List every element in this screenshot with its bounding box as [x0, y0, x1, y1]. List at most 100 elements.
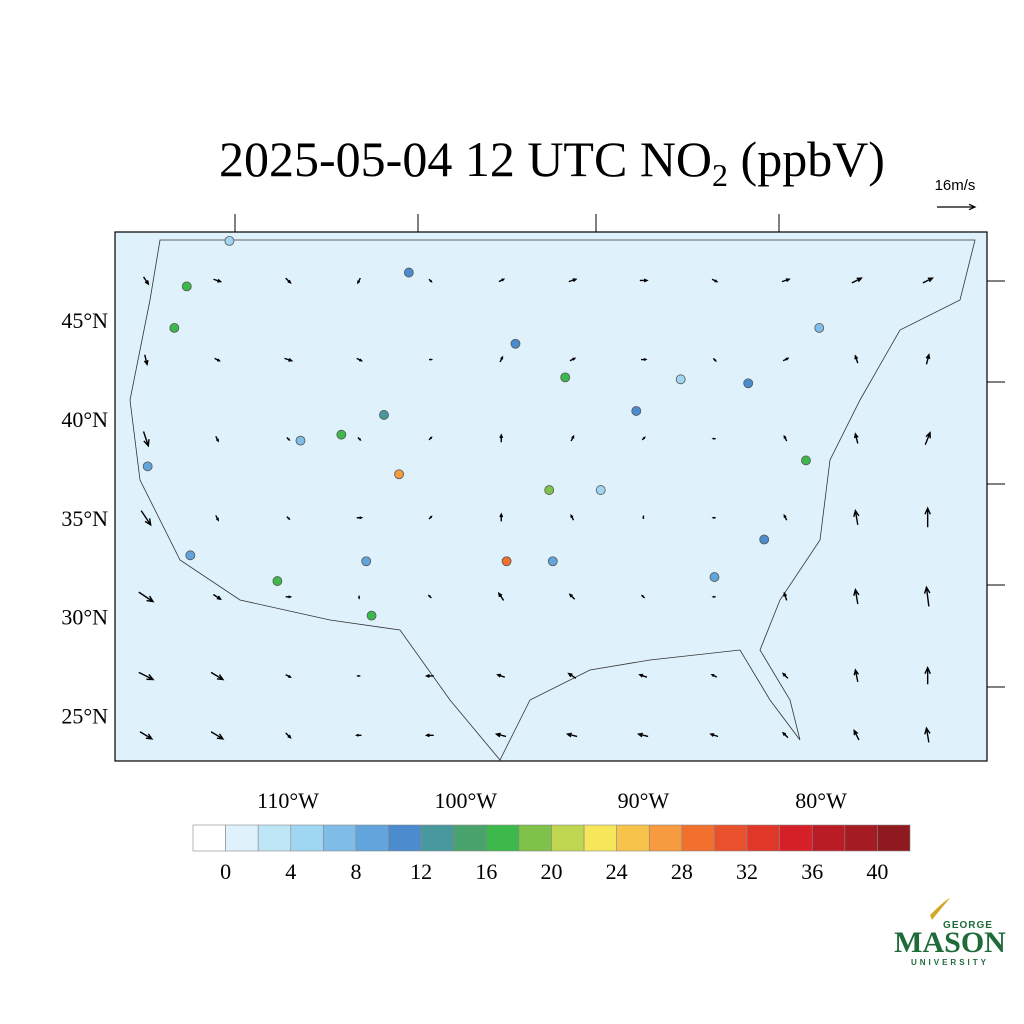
colorbar-box: [551, 824, 585, 852]
wind-vector: [142, 431, 150, 448]
station: [295, 435, 306, 446]
wind-vector: [783, 434, 788, 442]
colorbar-label: 8: [350, 859, 361, 884]
title-text: 2025-05-04 12 UTC NO: [219, 131, 712, 187]
colorbar-label: 28: [671, 859, 693, 884]
station: [142, 461, 153, 472]
wind-vector: [210, 731, 225, 740]
colorbar-box: [681, 824, 715, 852]
station: [801, 455, 811, 466]
wind-vector: [286, 516, 291, 521]
wind-vector: [567, 672, 577, 679]
wind-vector: [925, 353, 931, 365]
wind-vector: [499, 512, 504, 522]
wind-vector: [638, 673, 648, 678]
wind-vector: [711, 595, 716, 598]
wind-vector: [641, 358, 648, 362]
wind-vector: [356, 357, 364, 362]
wind-vector: [499, 355, 504, 363]
colorbar-box: [355, 824, 389, 852]
lat-label: 25°N: [61, 704, 108, 729]
title-suffix: (ppbV): [728, 131, 885, 187]
station: [547, 556, 558, 567]
wind-vector: [641, 436, 646, 441]
lon-label: 100°W: [434, 788, 497, 813]
wind-vector: [709, 733, 719, 738]
frame-ticks: [234, 214, 1005, 688]
wind-vector: [565, 732, 578, 738]
colorbar-label: 40: [866, 859, 888, 884]
wind-vector: [214, 357, 221, 362]
wind-vector: [138, 591, 155, 603]
wind-vector: [286, 436, 291, 442]
logo-main: MASON: [894, 926, 1006, 959]
wind-vector: [424, 733, 434, 738]
wind-vector: [924, 726, 931, 743]
wind-vector: [711, 278, 719, 283]
colorbar-label: 16: [475, 859, 497, 884]
wind-vector: [640, 594, 646, 599]
colorbar-label: 36: [801, 859, 823, 884]
lon-label: 80°W: [795, 788, 847, 813]
wind-vector: [210, 671, 225, 681]
wind-vector: [357, 436, 362, 442]
wind-vector: [642, 514, 645, 519]
wind-vector: [428, 436, 433, 441]
wind-vector: [494, 732, 507, 738]
colorbar-box: [420, 824, 455, 852]
wind-vector: [781, 672, 789, 679]
wind-vector: [215, 435, 219, 443]
wind-vector: [213, 278, 223, 283]
wind-vector: [636, 732, 649, 738]
ref-vector-label: 16m/s: [935, 177, 976, 194]
title: 2025-05-04 12 UTC NO2 (ppbV): [219, 131, 885, 193]
wind-vector: [853, 668, 860, 683]
colorbar-box: [388, 824, 422, 852]
wind-vector: [924, 506, 931, 528]
wind-vector: [285, 277, 292, 285]
ref-vector: [937, 203, 977, 211]
wind-vector: [428, 358, 434, 361]
wind-vector: [853, 588, 860, 605]
wind-vector: [923, 585, 931, 607]
station: [759, 534, 770, 545]
wind-vector: [499, 433, 504, 443]
wind-vector: [712, 357, 717, 362]
station: [403, 267, 414, 278]
logo-mark: [930, 898, 950, 920]
wind-vector: [285, 595, 293, 599]
wind-vector: [496, 673, 506, 678]
lat-label: 45°N: [61, 308, 108, 333]
colorbar-label: 32: [736, 859, 758, 884]
wind-vector: [924, 665, 931, 685]
station: [814, 323, 825, 333]
wind-vector: [569, 357, 577, 362]
colorbar-label: 0: [220, 859, 231, 884]
colorbar: 0 4 8 12 16 20 24 28 32 36 40: [192, 824, 911, 884]
lat-label: 35°N: [61, 506, 108, 531]
station: [272, 576, 283, 586]
wind-vector: [498, 278, 506, 283]
us-outline: [129, 239, 976, 761]
wind-vector: [711, 516, 716, 519]
wind-vector: [143, 354, 149, 366]
wind-vector: [783, 591, 788, 601]
wind-vector: [357, 277, 361, 285]
station: [560, 372, 571, 383]
colorbar-label: 12: [410, 859, 432, 884]
station: [336, 429, 347, 440]
wind-vector: [358, 595, 361, 600]
station: [394, 469, 404, 480]
wind-vector: [213, 593, 222, 601]
colorbar-box: [518, 824, 552, 852]
station: [366, 610, 377, 621]
logo: GEORGE MASON UNIVERSITY: [894, 898, 1006, 967]
wind-vector: [424, 674, 434, 678]
colorbar-box: [714, 824, 748, 852]
wind-vector: [568, 278, 578, 283]
wind-vector: [781, 278, 791, 283]
wind-vector: [285, 732, 292, 739]
wind-vector: [853, 508, 860, 525]
wind-vector: [284, 357, 294, 362]
